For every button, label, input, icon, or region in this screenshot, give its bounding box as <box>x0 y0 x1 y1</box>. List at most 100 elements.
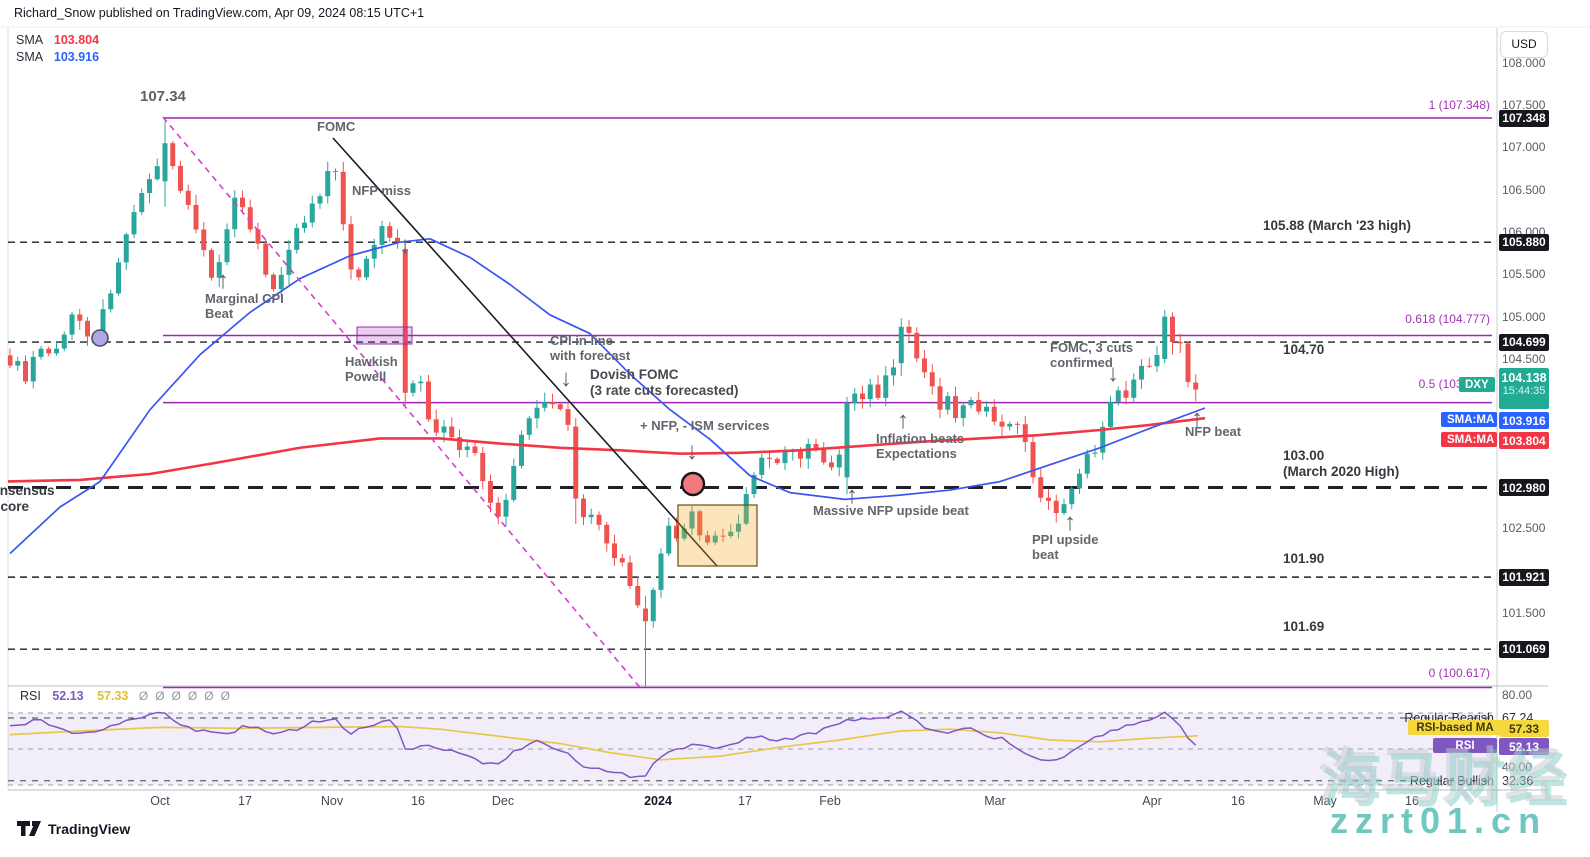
rsi-level-label-1: Regular Bullish <box>1409 773 1494 788</box>
annotation-text-2: Marginal CPI Beat <box>205 291 284 321</box>
rsi-tick-0: 80.00 <box>1502 688 1533 702</box>
rsi-value-badge-1: 52.13 <box>1499 738 1549 755</box>
price-pane[interactable] <box>0 116 1492 690</box>
tradingview-mark-icon <box>17 821 41 836</box>
x-axis-label-9: Apr <box>1142 794 1162 808</box>
price-tick-9: 101.500 <box>1502 605 1546 620</box>
eye-off-icon: Ø <box>204 689 214 703</box>
ma-label-badge-1: SMA:MA <box>1441 432 1497 447</box>
tradingview-logo-text: TradingView <box>48 820 131 837</box>
sma-legend-row-1[interactable]: SMA 103.804 <box>16 33 99 47</box>
annotation-text-9: FOMC, 3 cuts confirmed <box>1050 340 1134 370</box>
rsi-label-badge-1: RSI <box>1433 738 1497 753</box>
up-arrow-icon-4: ↑ <box>1191 405 1203 432</box>
rsi-legend-label: RSI <box>20 689 41 703</box>
rsi-tick-1: 40.00 <box>1502 760 1533 774</box>
x-axis-label-10: 16 <box>1231 794 1245 808</box>
level-note-5: 101.69 <box>1283 619 1325 634</box>
price-tick-7: 104.500 <box>1502 351 1546 366</box>
price-tick-0: 108.000 <box>1502 55 1546 70</box>
currency-unit-button[interactable]: USD <box>1500 31 1548 58</box>
rsi-label-badge-0: RSI-based MA <box>1408 720 1502 735</box>
fib-label-1: 0.618 (104.777) <box>1405 312 1490 326</box>
annotation-text-11: NFP beat <box>1185 424 1242 439</box>
down-arrow-icon-0: ↓ <box>399 232 411 259</box>
x-axis-label-4: Dec <box>491 794 515 808</box>
ma-label-badge-0: SMA:MA <box>1441 412 1497 427</box>
x-axis-label-11: May <box>1313 794 1337 808</box>
up-arrow-icon-2: ↑ <box>897 407 909 434</box>
rsi-value-badge-0: 57.33 <box>1499 720 1549 737</box>
price-level-badge-4: 101.921 <box>1499 568 1549 586</box>
symbol-badge: DXY <box>1459 377 1495 392</box>
eye-off-icon: Ø <box>220 689 230 703</box>
last-price-badge: 104.138 15:44:35 <box>1499 368 1549 409</box>
publish-byline: Richard_Snow published on TradingView.co… <box>14 6 425 20</box>
price-level-badge-1: 105.880 <box>1499 233 1549 251</box>
price-tick-2: 107.000 <box>1502 140 1546 155</box>
rsi-level-value-1: 32.36 <box>1502 773 1534 788</box>
eye-off-icon: Ø <box>155 689 165 703</box>
annotation-text-5: Dovish FOMC (3 rate cuts forecasted) <box>590 367 739 398</box>
sma-legend-value: 103.804 <box>53 33 100 47</box>
down-arrow-icon-1: ↓ <box>560 365 572 392</box>
rsi-legend-value: 52.13 <box>52 689 84 703</box>
sma-legend-row-2[interactable]: SMA 103.916 <box>16 50 99 64</box>
x-axis-label-2: Nov <box>320 794 344 808</box>
price-tick-8: 102.500 <box>1502 521 1546 536</box>
level-note-6: consensus er core <box>0 483 55 514</box>
up-arrow-icon-1: ↑ <box>846 482 858 509</box>
rsi-pane[interactable] <box>8 710 1492 786</box>
x-axis-label-12: 16 <box>1405 794 1419 808</box>
x-axis-label-8: Mar <box>984 794 1006 808</box>
x-axis-label-5: 2024 <box>644 794 672 808</box>
eye-off-icon: Ø <box>171 689 181 703</box>
x-axis-label-6: 17 <box>738 794 752 808</box>
sma-legend-value: 103.916 <box>53 50 100 64</box>
price-tick-6: 105.000 <box>1502 309 1546 324</box>
ma-value-badge-0: 103.916 <box>1499 412 1549 429</box>
fib-label-3: 0 (100.617) <box>1428 666 1490 680</box>
up-arrow-icon-0: ↑ <box>217 267 229 294</box>
price-tick-1: 107.500 <box>1502 98 1546 113</box>
annotation-text-8: Inflation beats Expectations <box>876 431 965 461</box>
up-arrow-icon-3: ↑ <box>1064 509 1076 536</box>
watermark-cjk: 海马财经 <box>1318 743 1566 810</box>
ma-value-badge-1: 103.804 <box>1499 432 1549 449</box>
x-axis-label-0: Oct <box>150 794 170 808</box>
price-level-badge-2: 104.699 <box>1499 333 1549 351</box>
x-axis-label-3: 16 <box>411 794 425 808</box>
annotation-text-1: NFP miss <box>352 183 412 198</box>
sma-legend-label: SMA <box>16 50 43 64</box>
annotation-text-3: Hawkish Powell <box>345 354 398 384</box>
tradingview-logo[interactable]: TradingView <box>16 820 130 837</box>
down-arrow-icon-2: ↓ <box>686 438 698 465</box>
fib-label-0: 1 (107.348) <box>1428 98 1490 112</box>
x-axis-label-7: Feb <box>819 794 841 808</box>
rsi-ma-legend-value: 57.33 <box>97 689 129 703</box>
annotation-text-4: CPI in line with forecast <box>550 333 631 363</box>
sma-legend-label: SMA <box>16 33 43 47</box>
level-note-1: 105.88 (March '23 high) <box>1263 218 1412 233</box>
annotation-text-10: PPI upside beat <box>1032 532 1099 562</box>
level-note-2: 104.70 <box>1283 342 1325 357</box>
eye-off-icon: Ø <box>187 689 198 703</box>
level-note-3: 103.00 (March 2020 High) <box>1283 448 1400 479</box>
level-note-4: 101.90 <box>1283 551 1325 566</box>
annotation-text-0: FOMC <box>317 119 356 134</box>
price-level-badge-0: 107.348 <box>1499 109 1549 127</box>
price-level-badge-3: 102.980 <box>1499 479 1549 497</box>
price-tick-3: 106.500 <box>1502 182 1546 197</box>
annotation-text-7: Massive NFP upside beat <box>813 503 969 518</box>
annotation-text-6: + NFP, - ISM services <box>640 418 770 433</box>
price-level-badge-5: 101.069 <box>1499 640 1549 658</box>
down-arrow-icon-3: ↓ <box>1107 360 1119 387</box>
watermark-url: zzrt01.cn <box>1330 800 1548 841</box>
price-tick-5: 105.500 <box>1502 267 1546 282</box>
x-axis-label-1: 17 <box>238 794 252 808</box>
level-note-0: 107.34 <box>140 88 186 105</box>
